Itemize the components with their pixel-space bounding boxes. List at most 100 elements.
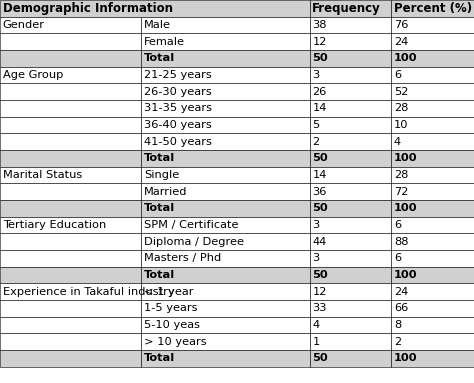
Text: Tertiary Education: Tertiary Education xyxy=(3,220,106,230)
Text: 14: 14 xyxy=(312,170,327,180)
Bar xyxy=(141,133,310,150)
Bar xyxy=(391,116,474,133)
Text: > 10 years: > 10 years xyxy=(144,337,207,347)
Bar xyxy=(310,150,391,167)
Text: 8: 8 xyxy=(394,320,401,330)
Bar xyxy=(310,167,391,183)
Bar xyxy=(310,250,391,267)
Text: 5: 5 xyxy=(312,120,319,130)
Text: Marital Status: Marital Status xyxy=(3,170,82,180)
Text: Demographic Information: Demographic Information xyxy=(3,2,173,15)
Text: 50: 50 xyxy=(312,353,328,363)
Text: 21-25 years: 21-25 years xyxy=(144,70,212,80)
Bar xyxy=(310,0,391,16)
Text: 88: 88 xyxy=(394,237,409,247)
Text: 12: 12 xyxy=(312,37,327,47)
Text: 3: 3 xyxy=(312,253,319,263)
Bar xyxy=(391,216,474,233)
Text: 31-35 years: 31-35 years xyxy=(144,103,212,113)
Bar xyxy=(0,50,141,67)
Bar xyxy=(310,183,391,200)
Text: Total: Total xyxy=(144,53,175,63)
Text: Age Group: Age Group xyxy=(3,70,63,80)
Bar xyxy=(391,333,474,350)
Bar xyxy=(141,283,310,300)
Text: 52: 52 xyxy=(394,87,408,97)
Bar xyxy=(0,150,141,167)
Text: Experience in Takaful industry: Experience in Takaful industry xyxy=(3,286,174,296)
Text: Female: Female xyxy=(144,37,185,47)
Bar xyxy=(391,150,474,167)
Bar xyxy=(0,200,141,216)
Bar xyxy=(310,133,391,150)
Text: Percent (%): Percent (%) xyxy=(394,2,472,15)
Bar xyxy=(141,267,310,283)
Text: Total: Total xyxy=(144,153,175,163)
Bar xyxy=(310,116,391,133)
Text: 3: 3 xyxy=(312,220,319,230)
Bar xyxy=(310,100,391,116)
Bar xyxy=(310,50,391,67)
Text: Married: Married xyxy=(144,187,188,196)
Bar xyxy=(141,33,310,50)
Text: 26-30 years: 26-30 years xyxy=(144,87,212,97)
Text: Diploma / Degree: Diploma / Degree xyxy=(144,237,244,247)
Text: 3: 3 xyxy=(312,70,319,80)
Text: 24: 24 xyxy=(394,37,408,47)
Bar xyxy=(141,183,310,200)
Text: Frequency: Frequency xyxy=(312,2,381,15)
Bar xyxy=(391,33,474,50)
Bar xyxy=(0,0,310,16)
Bar xyxy=(391,250,474,267)
Text: 2: 2 xyxy=(312,137,319,147)
Bar xyxy=(0,267,141,283)
Bar xyxy=(310,283,391,300)
Bar xyxy=(0,216,141,233)
Text: 2: 2 xyxy=(394,337,401,347)
Bar xyxy=(391,83,474,100)
Bar xyxy=(0,350,141,367)
Bar xyxy=(310,83,391,100)
Bar xyxy=(391,300,474,316)
Bar xyxy=(0,183,141,200)
Text: 100: 100 xyxy=(394,353,418,363)
Bar xyxy=(391,167,474,183)
Text: 5-10 yeas: 5-10 yeas xyxy=(144,320,200,330)
Bar xyxy=(310,16,391,33)
Text: 38: 38 xyxy=(312,20,327,30)
Text: Gender: Gender xyxy=(3,20,45,30)
Bar xyxy=(310,350,391,367)
Bar xyxy=(0,133,141,150)
Text: Male: Male xyxy=(144,20,171,30)
Text: 28: 28 xyxy=(394,170,408,180)
Text: 100: 100 xyxy=(394,53,418,63)
Text: 36-40 years: 36-40 years xyxy=(144,120,212,130)
Text: 12: 12 xyxy=(312,286,327,296)
Text: 100: 100 xyxy=(394,270,418,280)
Bar xyxy=(0,283,141,300)
Bar xyxy=(141,167,310,183)
Bar xyxy=(0,167,141,183)
Bar xyxy=(310,267,391,283)
Bar xyxy=(391,50,474,67)
Bar xyxy=(141,67,310,83)
Bar xyxy=(310,216,391,233)
Bar xyxy=(391,267,474,283)
Text: Total: Total xyxy=(144,270,175,280)
Bar xyxy=(0,333,141,350)
Text: 41-50 years: 41-50 years xyxy=(144,137,212,147)
Bar xyxy=(0,316,141,333)
Bar xyxy=(391,0,474,16)
Bar xyxy=(391,100,474,116)
Text: 28: 28 xyxy=(394,103,408,113)
Bar xyxy=(310,333,391,350)
Text: 6: 6 xyxy=(394,220,401,230)
Bar xyxy=(391,200,474,216)
Bar xyxy=(141,233,310,250)
Text: 24: 24 xyxy=(394,286,408,296)
Bar xyxy=(0,250,141,267)
Bar xyxy=(310,200,391,216)
Text: 50: 50 xyxy=(312,153,328,163)
Bar xyxy=(391,316,474,333)
Text: 1: 1 xyxy=(312,337,319,347)
